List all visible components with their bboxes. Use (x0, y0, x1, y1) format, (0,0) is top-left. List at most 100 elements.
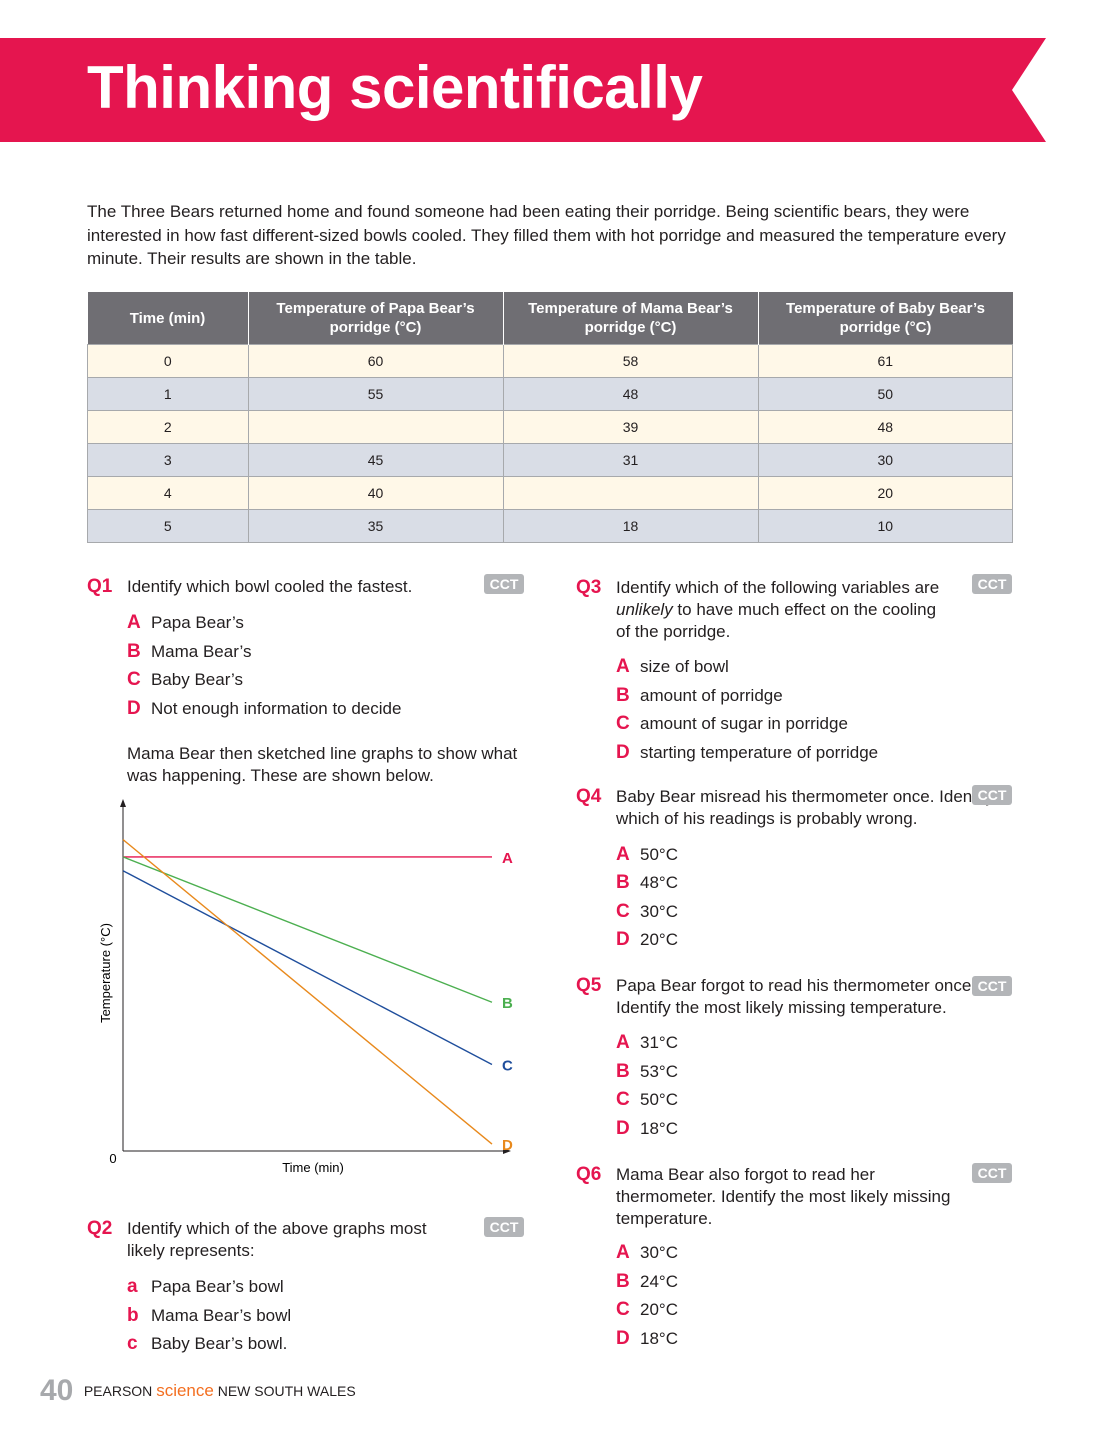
answer-option[interactable]: C 30°C (616, 901, 678, 922)
table-cell: 5 (87, 509, 249, 543)
answer-option[interactable]: B 48°C (616, 872, 678, 893)
series-line-b (122, 856, 493, 1003)
cct-badge: CCT (972, 574, 1012, 594)
table-cell: 45 (247, 443, 504, 477)
cct-badge: CCT (972, 785, 1012, 805)
cct-badge: CCT (972, 1163, 1012, 1183)
answer-option[interactable]: A 50°C (616, 844, 678, 865)
answer-option[interactable]: C 20°C (616, 1299, 678, 1320)
answer-option[interactable]: B Mama Bear’s (127, 641, 252, 662)
table-cell: 1 (87, 377, 249, 411)
table-cell: 48 (502, 377, 759, 411)
table-cell (502, 476, 759, 510)
table-cell: 55 (247, 377, 504, 411)
table-row: 3 45 31 30 (87, 443, 1013, 477)
y-axis-arrow (120, 799, 126, 807)
answer-option[interactable]: b Mama Bear’s bowl (127, 1305, 292, 1326)
table-header: Temperature of Baby Bear’s porridge (°C) (758, 292, 1013, 345)
table-cell: 50 (757, 377, 1013, 411)
cct-badge: CCT (484, 574, 524, 594)
page-number: 40 (40, 1374, 74, 1407)
question-text: Identify which of the following variable… (616, 578, 940, 641)
table-cell: 2 (87, 410, 249, 444)
series-line-d (122, 839, 493, 1145)
series-label-a: A (502, 850, 513, 867)
table-cell: 60 (247, 344, 504, 378)
table-cell: 35 (247, 509, 504, 543)
question-number: Q1 (87, 576, 113, 597)
table-row: 5 35 18 10 (87, 509, 1013, 543)
table-cell: 39 (502, 410, 759, 444)
series-label-c: C (502, 1058, 513, 1075)
table-header: Temperature of Mama Bear’s porridge (°C) (503, 292, 759, 345)
banner-shape (0, 38, 1046, 142)
table-header-row: Time (min) Temperature of Papa Bear’s po… (87, 292, 1013, 345)
question-6: Q6 Mama Bear also forgot to read her the… (576, 1163, 1016, 1354)
page-footer: 40 PEARSON science NEW SOUTH WALES (40, 1374, 356, 1408)
answer-option[interactable]: B 53°C (616, 1061, 678, 1082)
y-axis-label: Temperature (°C) (98, 923, 113, 1023)
table-cell (247, 410, 504, 444)
table-cell: 18 (502, 509, 759, 543)
question-text: Mama Bear also forgot to read her thermo… (616, 1165, 951, 1228)
answer-option[interactable]: C Baby Bear’s (127, 669, 243, 690)
answer-option[interactable]: D 20°C (616, 929, 678, 950)
origin-label: 0 (109, 1151, 116, 1166)
x-axis-label: Time (min) (282, 1160, 344, 1175)
table-cell: 31 (502, 443, 759, 477)
answer-option[interactable]: C 50°C (616, 1089, 678, 1110)
series-line-c (122, 870, 493, 1066)
table-cell: 40 (247, 476, 504, 510)
question-text: Identify which of the above graphs most … (127, 1219, 427, 1260)
cct-badge: CCT (972, 976, 1012, 996)
answer-option[interactable]: a Papa Bear’s bowl (127, 1276, 284, 1297)
question-5: Q5 Papa Bear forgot to read his thermome… (576, 975, 1016, 1145)
answer-option[interactable]: B 24°C (616, 1271, 678, 1292)
question-1: Q1 Identify which bowl cooled the fastes… (87, 574, 527, 726)
answer-option[interactable]: A Papa Bear’s (127, 612, 244, 633)
answer-option[interactable]: c Baby Bear’s bowl. (127, 1333, 288, 1354)
answer-option[interactable]: A 31°C (616, 1032, 678, 1053)
table-row: 0 60 58 61 (87, 344, 1013, 378)
table-header: Temperature of Papa Bear’s porridge (°C) (248, 292, 504, 345)
answer-option[interactable]: D 18°C (616, 1118, 678, 1139)
question-2: Q2 Identify which of the above graphs mo… (87, 1217, 527, 1358)
table-cell: 20 (757, 476, 1013, 510)
table-header: Time (min) (87, 292, 249, 345)
question-number: Q5 (576, 975, 602, 996)
table-cell: 30 (757, 443, 1013, 477)
cooling-line-graph: 0 Time (min) Temperature (°C) A B C D (98, 799, 513, 1175)
cct-badge: CCT (484, 1217, 524, 1237)
publisher-name: PEARSON science NEW SOUTH WALES (83, 1381, 356, 1400)
title-banner (0, 38, 1046, 142)
series-label-b: B (502, 995, 513, 1012)
series-label-d: D (502, 1137, 513, 1154)
question-3: Q3 Identify which of the following varia… (576, 574, 1016, 767)
question-number: Q4 (576, 786, 602, 807)
results-table: Time (min) Temperature of Papa Bear’s po… (87, 292, 1013, 543)
graph-intro: Mama Bear then sketched line graphs to s… (127, 744, 518, 785)
table-row: 2 39 48 (87, 410, 1013, 444)
table-row: 1 55 48 50 (87, 377, 1013, 411)
question-number: Q6 (576, 1164, 602, 1185)
table-cell: 10 (757, 509, 1013, 543)
question-text: Identify which bowl cooled the fastest. (127, 577, 413, 596)
question-number: Q3 (576, 577, 602, 598)
table-cell: 0 (87, 344, 249, 378)
table-cell: 4 (87, 476, 249, 510)
table-row: 4 40 20 (87, 476, 1013, 510)
table-cell: 3 (87, 443, 249, 477)
question-text: Baby Bear misread his thermometer once. … (616, 787, 994, 828)
table-cell: 58 (502, 344, 759, 378)
answer-option[interactable]: D 18°C (616, 1328, 678, 1349)
table-cell: 48 (757, 410, 1013, 444)
answer-option[interactable]: A 30°C (616, 1242, 678, 1263)
answer-option[interactable]: D Not enough information to decide (127, 698, 402, 719)
page-title: Thinking scientifically (87, 54, 703, 121)
question-text: Papa Bear forgot to read his thermometer… (616, 976, 977, 1017)
question-number: Q2 (87, 1218, 113, 1239)
